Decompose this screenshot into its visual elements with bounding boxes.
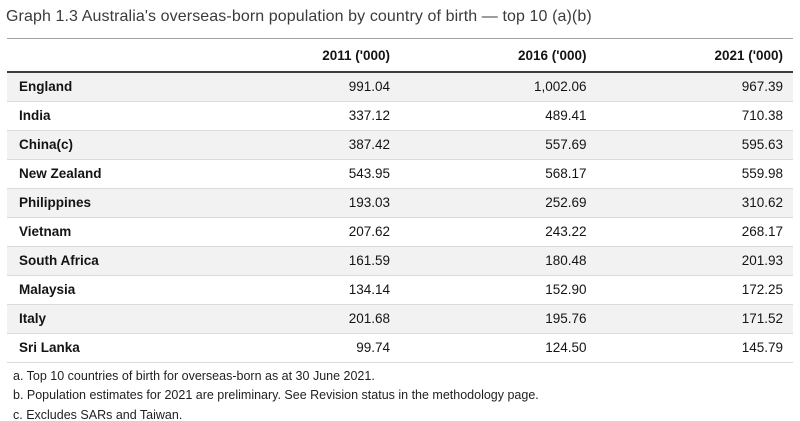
value-cell-2016: 489.41 bbox=[400, 100, 597, 130]
value-cell-2011: 387.42 bbox=[203, 129, 400, 159]
table-row: China(c) 387.42 557.69 595.63 bbox=[7, 129, 793, 159]
table-row: South Africa 161.59 180.48 201.93 bbox=[7, 245, 793, 275]
value-cell-2011: 991.04 bbox=[348, 79, 390, 95]
value-cell-2011: 207.62 bbox=[203, 216, 400, 246]
column-header-country bbox=[7, 38, 204, 73]
value-cell-2021: 710.38 bbox=[596, 100, 793, 130]
table-row: Malaysia 134.14 152.90 172.25 bbox=[7, 274, 793, 304]
country-cell: England bbox=[19, 79, 73, 95]
value-cell-2016: 252.69 bbox=[400, 187, 597, 217]
value-cell-2021: 967.39 bbox=[741, 79, 783, 95]
footnote-c: c. Excludes SARs and Taiwan. bbox=[13, 407, 183, 421]
column-header-2011: 2011 ('000) bbox=[203, 38, 400, 73]
value-cell-2021: 172.25 bbox=[596, 274, 793, 304]
country-cell: India bbox=[7, 100, 204, 130]
population-table: 2011 ('000) 2016 ('000) 2021 ('000) Engl… bbox=[7, 38, 793, 363]
table-row: Vietnam 207.62 243.22 268.17 bbox=[7, 216, 793, 246]
table-title: Graph 1.3 Australia's overseas-born popu… bbox=[6, 8, 592, 25]
value-cell-2021: 310.62 bbox=[596, 187, 793, 217]
value-cell-2011: 337.12 bbox=[203, 100, 400, 130]
footnote-a: a. Top 10 countries of birth for oversea… bbox=[13, 368, 375, 383]
value-cell-2011: 193.03 bbox=[203, 187, 400, 217]
value-cell-2016: 568.17 bbox=[400, 158, 597, 188]
value-cell-2011: 201.68 bbox=[203, 303, 400, 333]
value-cell-2011: 543.95 bbox=[203, 158, 400, 188]
table-body: England 991.04 1,002.06 967.39 India 337… bbox=[7, 72, 793, 362]
value-cell-2011: 161.59 bbox=[203, 245, 400, 275]
column-header-2016: 2016 ('000) bbox=[400, 38, 597, 73]
value-cell-2021: 171.52 bbox=[596, 303, 793, 333]
value-cell-2016: 195.76 bbox=[400, 303, 597, 333]
header-row: 2011 ('000) 2016 ('000) 2021 ('000) bbox=[7, 38, 793, 73]
table-row: Philippines 193.03 252.69 310.62 bbox=[7, 187, 793, 217]
country-cell: Philippines bbox=[7, 187, 204, 217]
country-cell: Italy bbox=[7, 303, 204, 333]
value-cell-2016: 1,002.06 bbox=[533, 79, 587, 95]
value-cell-2016: 243.22 bbox=[400, 216, 597, 246]
table-row: Sri Lanka 99.74 124.50 145.79 bbox=[7, 332, 793, 362]
country-cell: Malaysia bbox=[7, 274, 204, 304]
table-row: Italy 201.68 195.76 171.52 bbox=[7, 303, 793, 333]
value-cell-2016: 152.90 bbox=[400, 274, 597, 304]
country-cell: China(c) bbox=[7, 129, 204, 159]
table-header: 2011 ('000) 2016 ('000) 2021 ('000) bbox=[7, 38, 793, 73]
value-cell-2021: 595.63 bbox=[596, 129, 793, 159]
footnotes: a. Top 10 countries of birth for oversea… bbox=[13, 367, 800, 421]
country-cell: Vietnam bbox=[7, 216, 204, 246]
country-cell: Sri Lanka bbox=[7, 332, 204, 362]
value-cell-2016: 124.50 bbox=[400, 332, 597, 362]
table-row: New Zealand 543.95 568.17 559.98 bbox=[7, 158, 793, 188]
value-cell-2021: 268.17 bbox=[596, 216, 793, 246]
country-cell: New Zealand bbox=[7, 158, 204, 188]
value-cell-2016: 557.69 bbox=[400, 129, 597, 159]
table-row: India 337.12 489.41 710.38 bbox=[7, 100, 793, 130]
value-cell-2021: 201.93 bbox=[596, 245, 793, 275]
value-cell-2021: 145.79 bbox=[596, 332, 793, 362]
table-row: England 991.04 1,002.06 967.39 bbox=[7, 72, 793, 101]
column-header-2021: 2021 ('000) bbox=[596, 38, 793, 73]
value-cell-2011: 99.74 bbox=[203, 332, 400, 362]
footnote-b: b. Population estimates for 2021 are pre… bbox=[13, 388, 539, 402]
country-cell: South Africa bbox=[7, 245, 204, 275]
value-cell-2011: 134.14 bbox=[203, 274, 400, 304]
value-cell-2016: 180.48 bbox=[400, 245, 597, 275]
value-cell-2021: 559.98 bbox=[596, 158, 793, 188]
